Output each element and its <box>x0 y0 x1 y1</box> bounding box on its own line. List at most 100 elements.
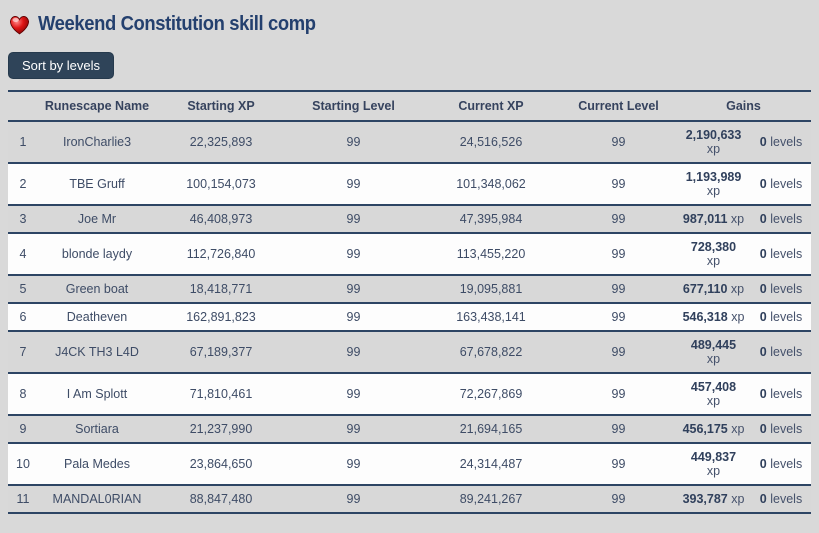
current-xp-cell: 72,267,869 <box>459 387 523 401</box>
gains-xp-value: 2,190,633 <box>685 128 742 142</box>
gains-xp-value: 449,837 <box>690 450 737 464</box>
starting-xp-cell: 112,726,840 <box>186 247 256 261</box>
table-row: 4 blonde laydy 112,726,840 99 113,455,220 99 7… <box>8 233 811 275</box>
table-row: 3 Joe Mr 46,408,973 99 47,395,984 99 987,011 x… <box>8 205 811 233</box>
table-header-row: Runescape Name Starting XP Starting Leve… <box>8 91 811 121</box>
starting-level-cell: 99 <box>346 492 361 506</box>
current-level-cell: 99 <box>611 247 626 261</box>
gains-xp-cell: 457,408 xp <box>676 373 751 415</box>
current-level-cell: 99 <box>611 177 626 191</box>
starting-xp-cell: 18,418,771 <box>189 282 253 296</box>
gains-xp-unit: xp <box>706 352 721 366</box>
gains-xp-value: 987,011 <box>682 212 728 226</box>
starting-xp-cell: 67,189,377 <box>189 345 253 359</box>
column-header-rank <box>8 91 38 121</box>
page-header: Weekend Constitution skill comp <box>8 12 811 36</box>
rank-cell: 3 <box>19 212 27 226</box>
current-xp-cell: 24,314,487 <box>459 457 523 471</box>
table-row: 9 Sortiara 21,237,990 99 21,694,165 99 456,175… <box>8 415 811 443</box>
name-cell: IronCharlie3 <box>62 135 132 149</box>
table-row: 8 I Am Splott 71,810,461 99 72,267,869 99 457,… <box>8 373 811 415</box>
current-xp-cell: 163,438,141 <box>456 310 526 324</box>
current-xp-cell: 113,455,220 <box>456 247 526 261</box>
gains-levels-value: 0 <box>759 177 767 191</box>
gains-levels-unit: levels <box>770 247 803 261</box>
gains-levels-cell: 0 levels <box>751 121 811 163</box>
gains-xp-cell: 456,175 xp <box>676 415 751 443</box>
gains-xp-unit: xp <box>731 422 745 436</box>
gains-levels-value: 0 <box>759 457 767 471</box>
gains-xp-unit: xp <box>730 212 745 226</box>
gains-levels-unit: levels <box>770 422 803 436</box>
current-level-cell: 99 <box>611 457 626 471</box>
column-header-current-xp: Current XP <box>458 99 524 113</box>
column-header-starting-xp: Starting XP <box>187 99 255 113</box>
gains-xp-value: 393,787 <box>682 492 728 506</box>
name-cell: Pala Medes <box>63 457 130 471</box>
starting-level-cell: 99 <box>346 310 361 324</box>
table-row: 6 Deatheven 162,891,823 99 163,438,141 99 546,… <box>8 303 811 331</box>
column-header-gains: Gains <box>726 99 761 113</box>
rank-cell: 4 <box>19 247 27 261</box>
current-xp-cell: 19,095,881 <box>459 282 523 296</box>
starting-level-cell: 99 <box>346 247 361 261</box>
starting-xp-cell: 23,864,650 <box>189 457 253 471</box>
sort-by-levels-button[interactable]: Sort by levels <box>8 52 115 79</box>
gains-levels-unit: levels <box>770 457 803 471</box>
rank-cell: 9 <box>19 422 27 436</box>
name-cell: MANDAL0RIAN <box>52 492 142 506</box>
rank-cell: 10 <box>16 457 30 471</box>
gains-xp-cell: 449,837 xp <box>676 443 751 485</box>
current-xp-cell: 47,395,984 <box>459 212 523 226</box>
column-header-current-level: Current Level <box>578 99 659 113</box>
current-level-cell: 99 <box>611 135 626 149</box>
name-cell: TBE Gruff <box>69 177 125 191</box>
name-cell: J4CK TH3 L4D <box>55 345 139 359</box>
rank-cell: 2 <box>19 177 27 191</box>
current-level-cell: 99 <box>611 422 626 436</box>
gains-levels-value: 0 <box>759 247 767 261</box>
current-level-cell: 99 <box>611 212 626 226</box>
table-row: 11 MANDAL0RIAN 88,847,480 99 89,241,267 99 393… <box>8 485 811 513</box>
gains-levels-unit: levels <box>770 387 803 401</box>
gains-levels-unit: levels <box>770 310 803 324</box>
gains-xp-value: 1,193,989 <box>685 170 742 184</box>
starting-level-cell: 99 <box>346 212 361 226</box>
rank-cell: 1 <box>19 135 27 149</box>
current-level-cell: 99 <box>611 282 626 296</box>
table-row: 7 J4CK TH3 L4D 67,189,377 99 67,678,822 99 489… <box>8 331 811 373</box>
gains-xp-unit: xp <box>706 184 721 198</box>
gains-xp-cell: 1,193,989 xp <box>676 163 751 205</box>
gains-levels-value: 0 <box>759 135 767 149</box>
starting-xp-cell: 100,154,073 <box>186 177 256 191</box>
rank-cell: 11 <box>16 492 30 506</box>
gains-xp-cell: 728,380 xp <box>676 233 751 275</box>
current-xp-cell: 89,241,267 <box>459 492 523 506</box>
gains-levels-cell: 0 levels <box>751 275 811 303</box>
gains-levels-unit: levels <box>770 212 803 226</box>
gains-levels-unit: levels <box>770 282 803 296</box>
starting-xp-cell: 88,847,480 <box>189 492 253 506</box>
gains-levels-cell: 0 levels <box>751 485 811 513</box>
current-level-cell: 99 <box>611 387 626 401</box>
column-header-runescape-name: Runescape Name <box>44 99 150 113</box>
current-level-cell: 99 <box>611 310 626 324</box>
table-row: 5 Green boat 18,418,771 99 19,095,881 99 677,1… <box>8 275 811 303</box>
gains-levels-value: 0 <box>759 212 767 226</box>
name-cell: Sortiara <box>75 422 119 436</box>
gains-levels-cell: 0 levels <box>751 373 811 415</box>
rank-cell: 5 <box>19 282 27 296</box>
gains-xp-value: 546,318 <box>682 310 728 324</box>
gains-levels-value: 0 <box>759 345 767 359</box>
starting-level-cell: 99 <box>346 282 361 296</box>
column-header-starting-level: Starting Level <box>312 99 395 113</box>
table-row: 2 TBE Gruff 100,154,073 99 101,348,062 99 1,19… <box>8 163 811 205</box>
gains-xp-unit: xp <box>706 142 721 156</box>
gains-levels-cell: 0 levels <box>751 415 811 443</box>
gains-levels-value: 0 <box>759 387 767 401</box>
starting-level-cell: 99 <box>346 387 361 401</box>
page-title: Weekend Constitution skill comp <box>38 12 316 35</box>
name-cell: Deatheven <box>66 310 128 324</box>
starting-level-cell: 99 <box>346 345 361 359</box>
leaderboard-table: Runescape Name Starting XP Starting Leve… <box>8 90 811 514</box>
